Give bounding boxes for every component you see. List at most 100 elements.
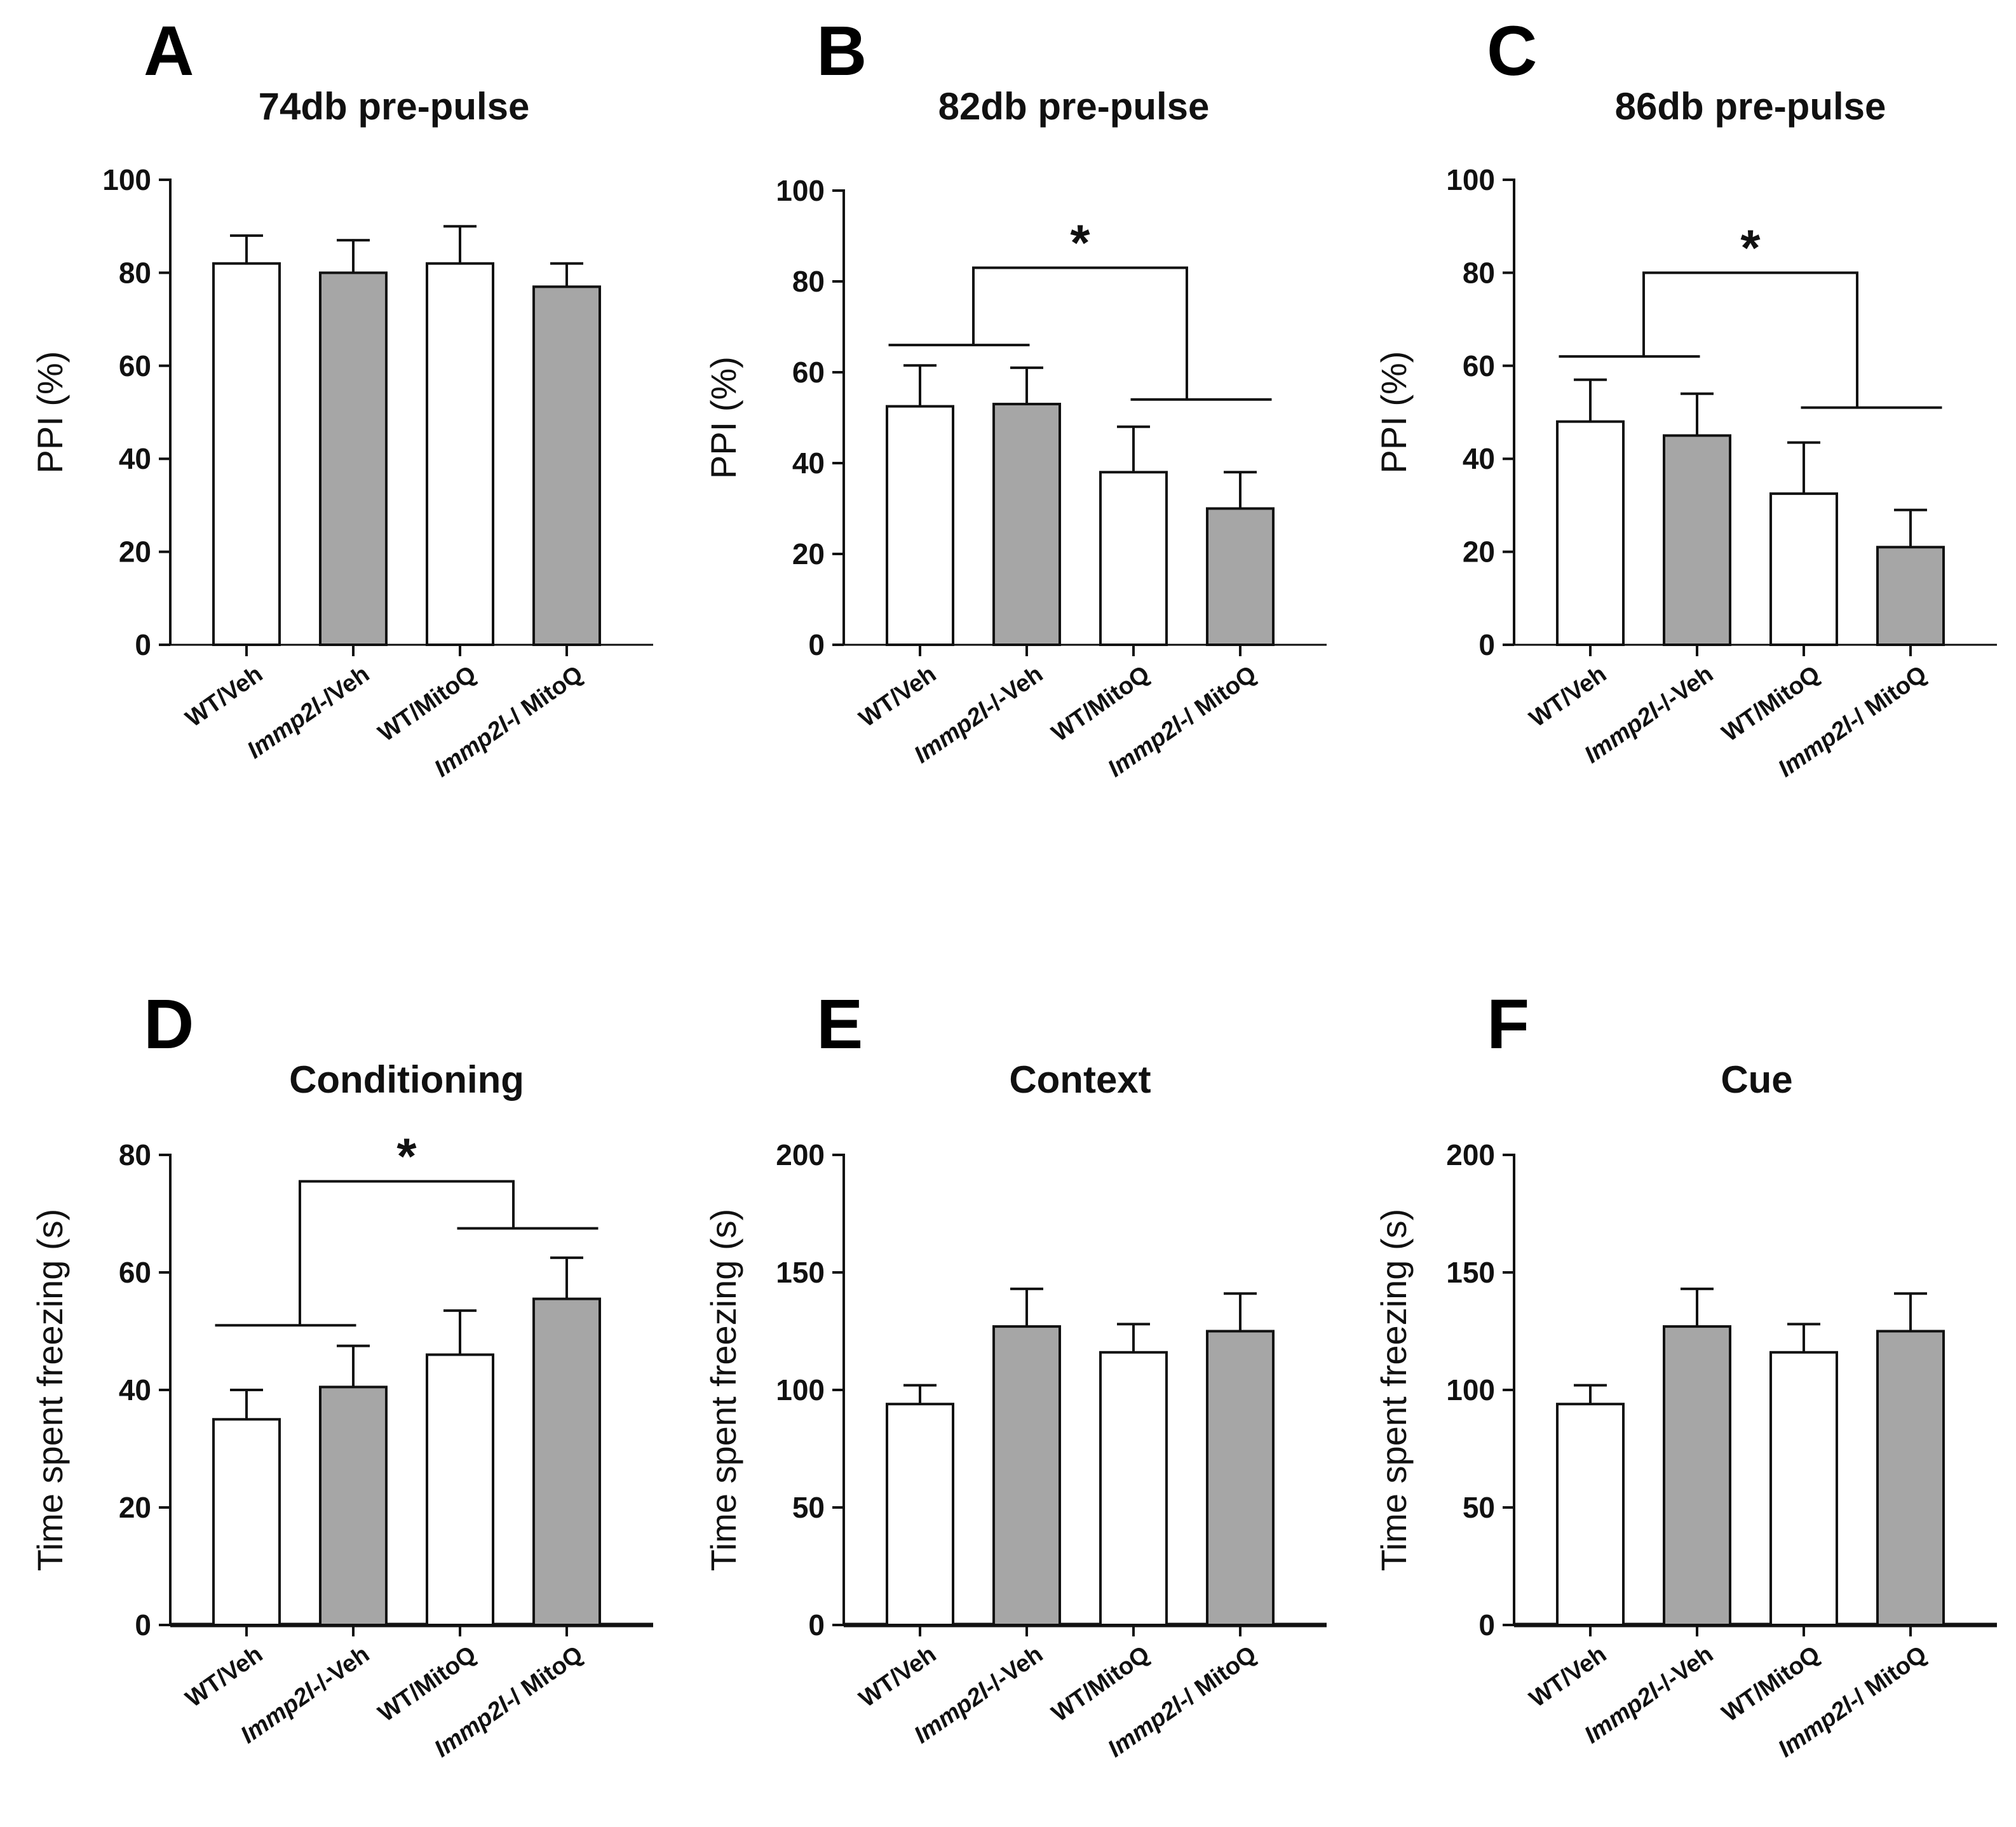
panel-letter: E <box>816 985 863 1063</box>
category-suffix: -/ MitoQ <box>1843 661 1931 734</box>
panel-f: F Cue Time spent freezing (s) 0 50 100 150 200 W… <box>1374 985 1997 1763</box>
category-gene: Immp2l <box>909 698 994 769</box>
y-tick-label: 200 <box>776 1138 825 1171</box>
x-category-label: WT/Veh <box>855 661 942 732</box>
category-suffix: -/-Veh <box>305 1641 374 1701</box>
y-axis-label: PPI (%) <box>703 356 743 479</box>
significance-star: * <box>1070 215 1090 271</box>
y-axis-label: Time spent freezing (s) <box>703 1209 743 1572</box>
y-tick-label: 60 <box>119 1256 151 1289</box>
category-suffix: -/-Veh <box>1649 661 1718 720</box>
panel-letter: B <box>816 12 867 90</box>
panel-letter: C <box>1487 12 1537 90</box>
y-tick-label: 200 <box>1446 1138 1495 1171</box>
category-gene: Immp2l <box>1773 1692 1858 1763</box>
bar <box>1663 1325 1731 1627</box>
y-tick-label: 100 <box>776 174 825 207</box>
panel-letter: F <box>1487 985 1529 1063</box>
bar <box>1206 507 1275 646</box>
significance-star: * <box>396 1128 417 1185</box>
y-tick-label: 100 <box>776 1373 825 1406</box>
bracket-line <box>1642 271 1858 408</box>
x-category-label: WT/MitoQ <box>374 1641 481 1727</box>
panel-c: C 86db pre-pulse PPI (%) 0 20 40 60 80 100 WT/Veh… <box>1374 12 1997 783</box>
significance-star: * <box>1740 219 1761 276</box>
panel-b: B 82db pre-pulse PPI (%) 0 20 40 60 80 100 WT/Veh… <box>703 12 1327 783</box>
category-suffix: -/-Veh <box>978 661 1048 720</box>
bar <box>1769 492 1838 646</box>
category-suffix: -/-Veh <box>1649 1641 1718 1701</box>
y-tick-label: 40 <box>792 447 825 480</box>
bar <box>532 1297 601 1626</box>
bar <box>886 1403 954 1626</box>
bar <box>426 1353 494 1626</box>
y-tick-label: 0 <box>1478 628 1495 661</box>
bar <box>992 403 1061 646</box>
x-category-label: WT/MitoQ <box>1717 661 1825 747</box>
category-text: WT/MitoQ <box>1047 661 1154 747</box>
bar <box>319 271 388 646</box>
y-tick-label: 80 <box>1463 256 1495 289</box>
y-tick-label: 0 <box>135 1608 151 1642</box>
x-category-label: WT/Veh <box>855 1641 942 1713</box>
category-gene: Immp2l <box>236 1678 321 1749</box>
y-axis-label: PPI (%) <box>1374 351 1414 474</box>
category-gene: Immp2l <box>909 1678 994 1749</box>
bar <box>1099 1351 1168 1627</box>
bracket-line <box>299 1180 515 1326</box>
y-tick-label: 50 <box>1463 1491 1495 1524</box>
category-text: WT/MitoQ <box>374 1641 481 1727</box>
y-tick-label: 80 <box>119 1138 151 1171</box>
bar <box>1663 434 1731 646</box>
category-text: WT/MitoQ <box>374 661 481 747</box>
y-axis-label: PPI (%) <box>30 351 70 474</box>
category-suffix: -/ MitoQ <box>499 661 588 734</box>
bar <box>1769 1351 1838 1627</box>
panel-d: D Conditioning Time spent freezing (s) 0 20 4… <box>30 985 653 1763</box>
category-gene: Immp2l <box>243 693 328 764</box>
y-tick-label: 40 <box>119 1373 151 1406</box>
panel-title: Conditioning <box>289 1058 524 1101</box>
bar <box>1876 546 1945 647</box>
category-suffix: -/Veh <box>312 661 374 715</box>
bar <box>1099 471 1168 646</box>
category-gene: Immp2l <box>1580 698 1665 769</box>
y-tick-label: 100 <box>102 163 151 196</box>
y-tick-label: 100 <box>1446 163 1495 196</box>
bar <box>319 1385 388 1626</box>
category-gene: Immp2l <box>430 1692 515 1763</box>
x-category-label: WT/MitoQ <box>1047 1641 1154 1727</box>
category-text: WT/MitoQ <box>1047 1641 1154 1727</box>
significance-bracket: * <box>215 1128 599 1327</box>
y-axis-label: Time spent freezing (s) <box>30 1209 70 1572</box>
bar <box>1876 1330 1945 1626</box>
x-category-label: WT/Veh <box>181 1641 268 1713</box>
x-category-label: WT/Veh <box>1525 661 1612 732</box>
y-tick-label: 150 <box>776 1256 825 1289</box>
category-gene: Immp2l <box>1103 711 1188 783</box>
panel-title: 74db pre-pulse <box>259 85 530 128</box>
panel-letter: D <box>144 985 194 1063</box>
x-category-label: WT/MitoQ <box>1717 1641 1825 1727</box>
panel-title: Context <box>1009 1058 1151 1101</box>
bar <box>992 1325 1061 1627</box>
bar <box>1556 1403 1625 1626</box>
bar <box>212 262 281 646</box>
significance-bracket: * <box>888 215 1272 401</box>
category-gene: Immp2l <box>1103 1692 1188 1763</box>
category-text: WT/Veh <box>1525 661 1612 732</box>
bar <box>212 1418 281 1626</box>
category-text: WT/MitoQ <box>1717 661 1825 747</box>
y-tick-label: 150 <box>1446 1256 1495 1289</box>
y-tick-label: 20 <box>792 537 825 570</box>
x-category-label: WT/Veh <box>181 661 268 732</box>
panel-title: Cue <box>1721 1058 1792 1101</box>
y-tick-label: 60 <box>792 356 825 389</box>
category-gene: Immp2l <box>1773 711 1858 783</box>
category-text: WT/Veh <box>855 661 942 732</box>
category-text: WT/Veh <box>855 1641 942 1713</box>
bracket-line <box>972 266 1188 400</box>
x-category-label: WT/MitoQ <box>1047 661 1154 747</box>
category-text: WT/Veh <box>181 1641 268 1713</box>
